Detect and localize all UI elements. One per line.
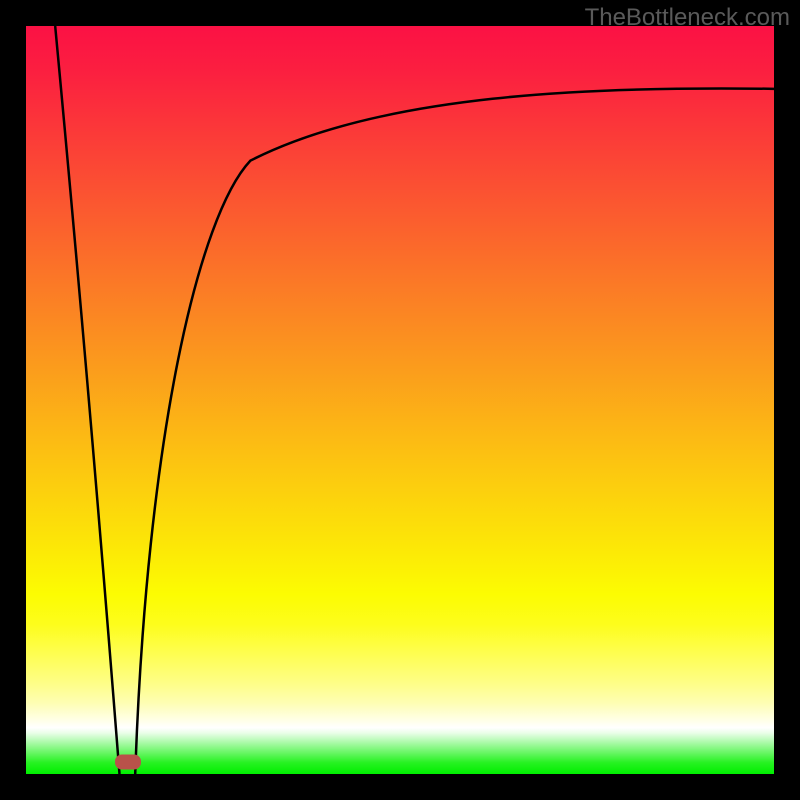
optimal-point-marker: [115, 755, 141, 770]
bottleneck-curve: [26, 26, 774, 774]
chart-plot-area: [26, 26, 774, 774]
watermark-text: TheBottleneck.com: [585, 4, 790, 32]
